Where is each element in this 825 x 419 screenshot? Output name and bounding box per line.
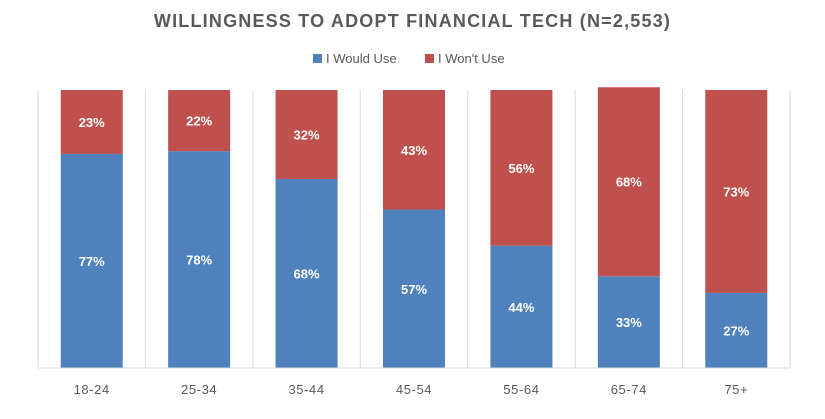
data-label-i-would-use-65-74: 33% [616,315,642,330]
bar-i-won-t-use-45-54 [383,90,445,210]
bar-i-would-use-25-34 [168,151,231,368]
legend-label-wont-use: I Won't Use [438,51,505,66]
bar-i-would-use-75 [705,292,768,368]
data-label-i-won-t-use-35-44: 32% [294,127,320,142]
bar-i-won-t-use-25-34 [168,90,231,152]
x-tick-labels: 18-24 25-34 35-44 45-54 55-64 65-74 75+ [74,382,748,397]
data-label-i-would-use-75: 27% [723,323,749,338]
data-labels: 77% 23% 78% 22% 68% 32% 57% 43% 44% 56% 33% 68% 27% 7… [79,114,750,339]
data-label-i-won-t-use-75: 73% [723,184,749,199]
x-tick-label-35-44: 35-44 [288,382,324,397]
gridlines [37,90,791,368]
bar-i-would-use-65-74 [597,276,660,368]
legend-swatch-would-use [313,54,322,63]
bar-i-won-t-use-75 [705,90,768,293]
bars [60,87,768,368]
x-tick-label-55-64: 55-64 [503,382,539,397]
bar-i-won-t-use-65-74 [597,87,660,277]
legend-label-would-use: I Would Use [326,51,397,66]
legend-swatch-wont-use [425,54,434,63]
x-tick-label-45-54: 45-54 [396,382,432,397]
data-label-i-won-t-use-55-64: 56% [508,161,534,176]
x-tick-label-75: 75+ [724,382,748,397]
chart-title: WILLINGNESS TO ADOPT FINANCIAL TECH (N=2… [154,11,671,31]
data-label-i-won-t-use-65-74: 68% [616,175,642,190]
bar-i-would-use-45-54 [383,209,445,368]
data-label-i-would-use-45-54: 57% [401,282,427,297]
legend: I Would Use I Won't Use [313,51,505,66]
data-label-i-would-use-18-24: 77% [79,254,105,269]
bar-i-won-t-use-55-64 [490,90,553,246]
data-label-i-won-t-use-18-24: 23% [79,115,105,130]
bar-i-would-use-55-64 [490,245,553,368]
x-tick-label-65-74: 65-74 [611,382,647,397]
bar-i-won-t-use-18-24 [60,90,123,154]
data-label-i-won-t-use-25-34: 22% [186,114,212,129]
data-label-i-would-use-25-34: 78% [186,253,212,268]
bar-i-won-t-use-35-44 [275,90,338,179]
x-tick-label-18-24: 18-24 [74,382,110,397]
data-label-i-would-use-55-64: 44% [508,300,534,315]
bar-i-would-use-18-24 [60,153,123,368]
data-label-i-won-t-use-45-54: 43% [401,143,427,158]
bar-i-would-use-35-44 [275,178,338,368]
data-label-i-would-use-35-44: 68% [294,266,320,281]
x-tick-label-25-34: 25-34 [181,382,217,397]
